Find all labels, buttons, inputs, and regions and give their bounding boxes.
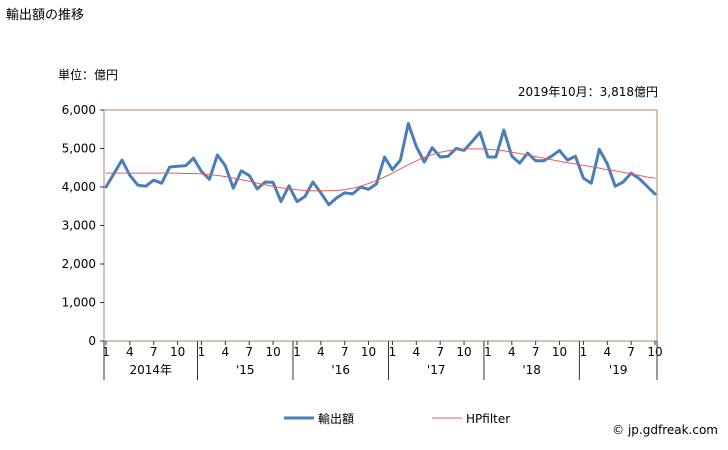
y-tick-label: 0 [88,334,96,348]
x-tick-label: 1 [580,345,588,359]
x-tick-label: 1 [102,345,110,359]
latest-value-note: 2019年10月：3,818億円 [517,85,658,99]
year-label: '17 [427,363,446,377]
x-tick-label: 10 [647,345,662,359]
series-line-export [104,122,657,207]
series-line-hpfilter [105,148,656,192]
x-tick-label: 7 [627,345,635,359]
y-tick-label: 3,000 [62,219,96,233]
year-label: '16 [331,363,350,377]
x-tick-label: 1 [484,345,492,359]
x-tick-label: 4 [126,345,134,359]
legend-label-hpfilter: HPfilter [466,412,510,426]
plot-area [103,109,658,342]
y-tick-label: 6,000 [62,103,96,117]
x-axis: 1 4 7 10 1 4 7 10 1 4 7 10 1 4 7 10 1 4 7 10 1 4 7 10 2014年 '15 '1… [102,341,663,380]
page-title: 輸出額の推移 [6,8,85,23]
x-tick-label: 10 [552,345,567,359]
x-tick-label: 4 [317,345,325,359]
x-tick-label: 10 [170,345,185,359]
x-tick-label: 4 [603,345,611,359]
x-tick-label: 1 [198,345,206,359]
y-axis: 0 1,000 2,000 3,000 4,000 5,000 6,000 [62,103,104,348]
x-tick-label: 7 [341,345,349,359]
x-tick-label: 10 [456,345,471,359]
legend: 輸出額 HPfilter [284,411,510,426]
x-tick-label: 1 [389,345,397,359]
year-label: '15 [236,363,255,377]
series-layer [104,122,657,207]
year-label: 2014年 [129,363,172,377]
y-tick-label: 4,000 [62,180,96,194]
x-tick-label: 7 [150,345,158,359]
x-tick-label: 4 [222,345,230,359]
unit-label: 単位：億円 [58,68,119,82]
x-tick-label: 1 [293,345,301,359]
x-tick-label: 7 [436,345,444,359]
x-tick-label: 4 [412,345,420,359]
x-tick-label: 10 [361,345,376,359]
y-tick-label: 1,000 [62,296,96,310]
x-tick-label: 7 [245,345,253,359]
x-tick-label: 10 [265,345,280,359]
y-tick-label: 5,000 [62,142,96,156]
legend-label-export: 輸出額 [318,411,354,426]
y-tick-label: 2,000 [62,257,96,271]
x-tick-label: 4 [508,345,516,359]
year-label: '19 [609,363,628,377]
year-label: '18 [522,363,541,377]
source-credit: © jp.gdfreak.com [612,423,718,437]
x-tick-label: 7 [532,345,540,359]
